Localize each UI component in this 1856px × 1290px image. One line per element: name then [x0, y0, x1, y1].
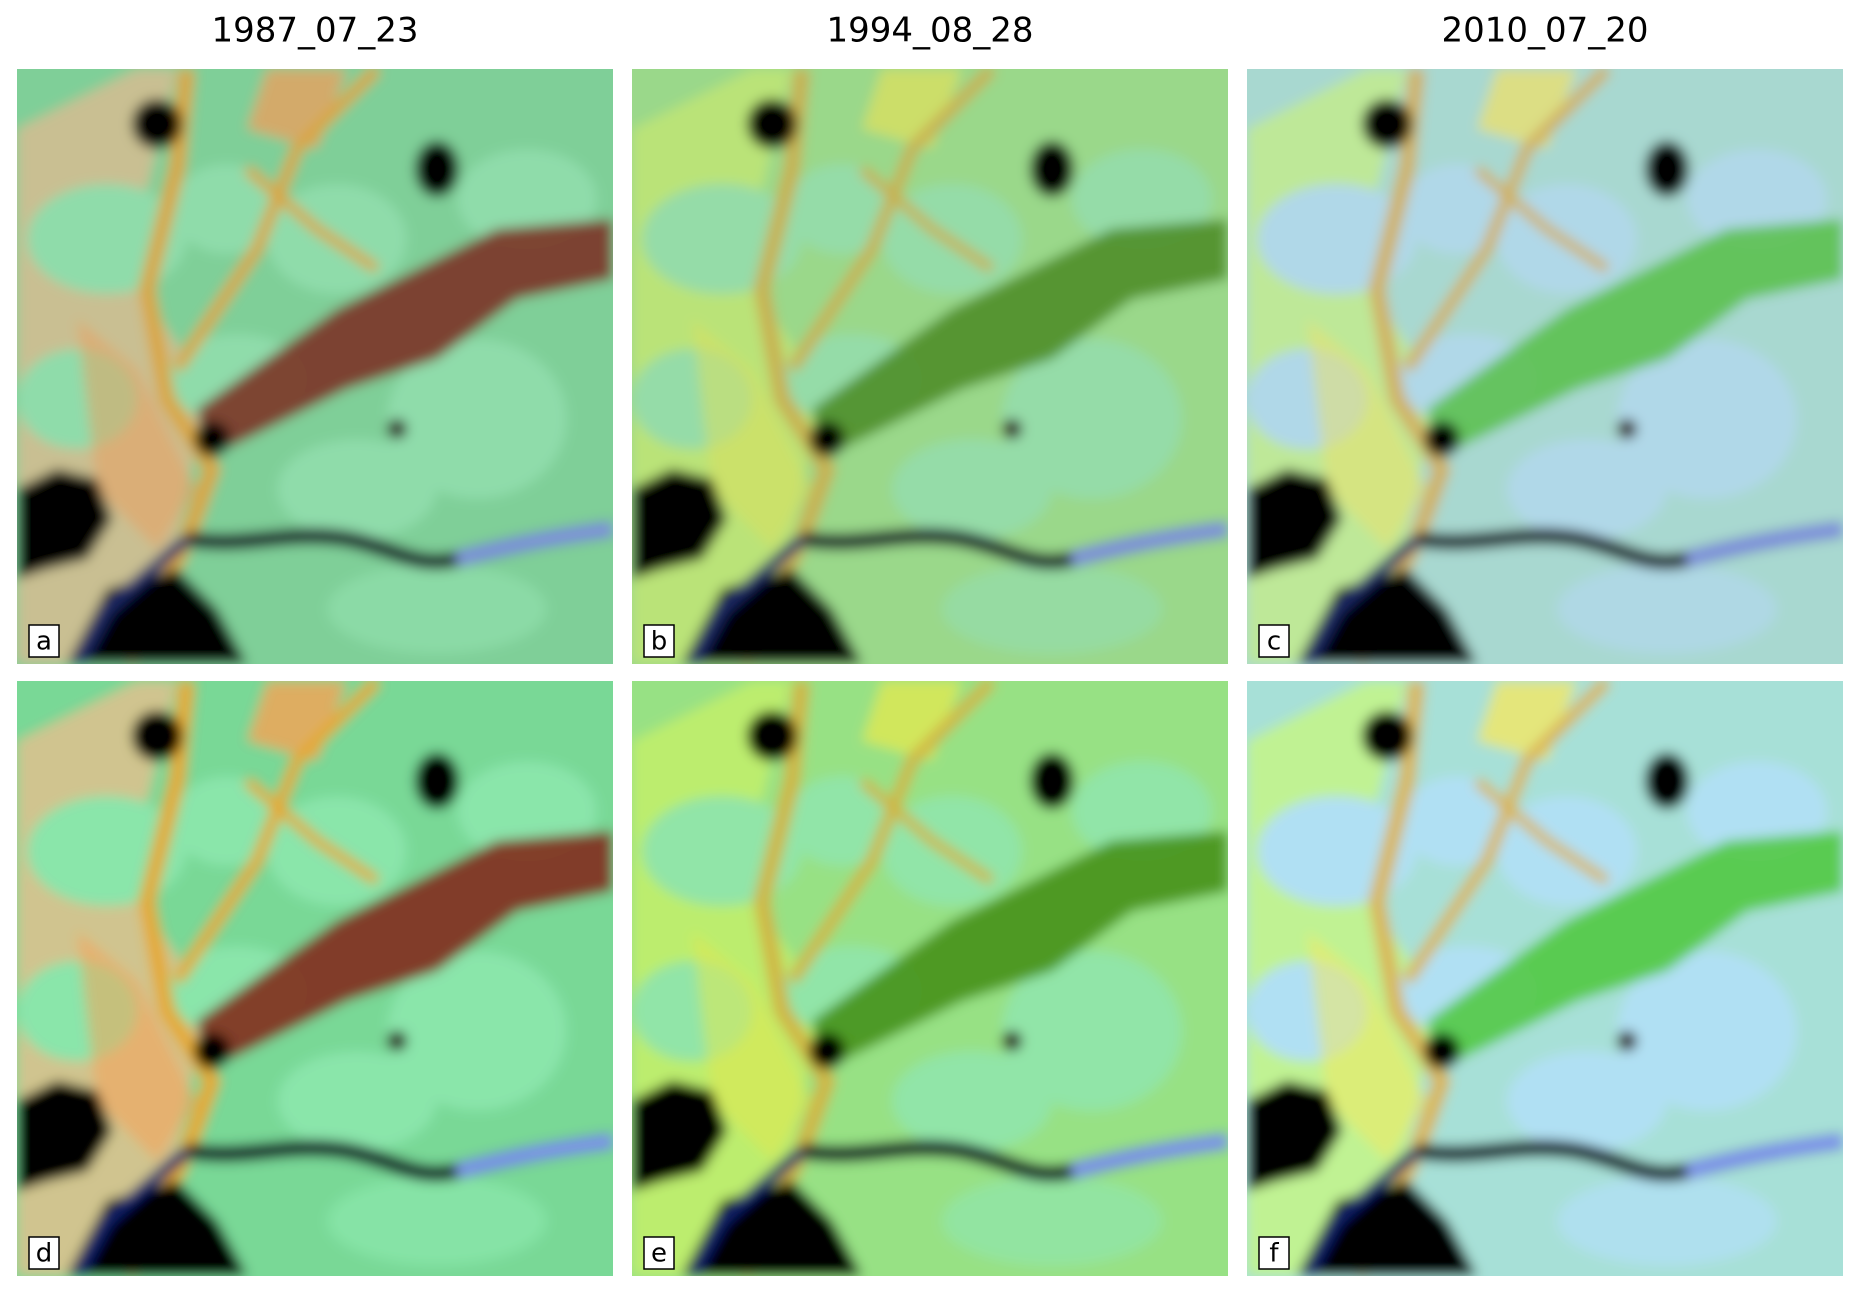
satellite-image — [1227, 661, 1856, 1290]
satellite-image — [1227, 49, 1856, 689]
satellite-panel: d — [0, 661, 637, 1290]
label-box — [1258, 624, 1290, 658]
label-box — [1258, 1236, 1290, 1270]
label-box — [643, 1236, 675, 1270]
column-title: 1994_08_28 — [826, 11, 1033, 51]
satellite-image — [0, 661, 637, 1290]
panel-label: b — [651, 627, 668, 657]
satellite-image — [0, 49, 637, 689]
panel-label: f — [1269, 1239, 1279, 1269]
panel-label: c — [1267, 627, 1281, 657]
label-box — [643, 624, 675, 658]
panel-label: e — [651, 1239, 667, 1269]
column-title: 1987_07_23 — [211, 11, 418, 51]
satellite-panel: b — [612, 49, 1252, 689]
panel-label: a — [36, 627, 52, 657]
satellite-image — [612, 661, 1252, 1290]
label-box — [28, 1236, 60, 1270]
satellite-panel: c — [1227, 49, 1856, 689]
satellite-panel: e — [612, 661, 1252, 1290]
satellite-panel: f — [1227, 661, 1856, 1290]
label-box — [28, 624, 60, 658]
column-title: 2010_07_20 — [1441, 11, 1648, 51]
satellite-panel: a — [0, 49, 637, 689]
panels: a b c d e f — [0, 49, 1856, 1290]
satellite-image — [612, 49, 1252, 689]
panel-label: d — [36, 1239, 53, 1269]
